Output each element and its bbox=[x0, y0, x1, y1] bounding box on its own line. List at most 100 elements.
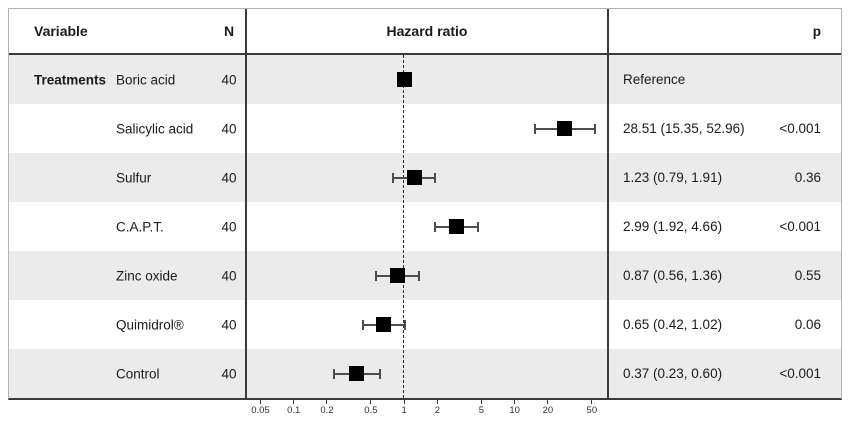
axis-tick bbox=[326, 400, 328, 404]
estimate-text: 1.23 (0.79, 1.91) bbox=[623, 170, 723, 185]
axis-tick-label: 0.05 bbox=[251, 405, 270, 416]
table-row: Zinc oxide 40 0.87 (0.56, 1.36) 0.55 bbox=[9, 251, 841, 300]
p-value: 0.55 bbox=[794, 268, 821, 283]
p-value: <0.001 bbox=[779, 219, 821, 234]
estimate-text: Reference bbox=[623, 72, 686, 87]
n-value: 40 bbox=[221, 219, 237, 234]
header-hazard-ratio: Hazard ratio bbox=[386, 23, 468, 39]
axis-tick bbox=[436, 400, 438, 404]
ci-cap bbox=[375, 270, 378, 281]
ci-cap bbox=[434, 172, 437, 183]
axis-tick bbox=[547, 400, 549, 404]
treatment-label: Quimidrol® bbox=[116, 317, 184, 332]
n-value: 40 bbox=[221, 72, 237, 87]
table-header: Variable N Hazard ratio p bbox=[9, 9, 841, 55]
axis-tick-label: 0.5 bbox=[364, 405, 378, 416]
row-right-cell: Reference bbox=[608, 55, 841, 104]
axis-tick-label: 20 bbox=[542, 405, 554, 416]
header-p: p bbox=[812, 23, 821, 39]
treatment-label: Boric acid bbox=[116, 72, 176, 87]
row-right-cell: 0.65 (0.42, 1.02) 0.06 bbox=[608, 300, 841, 349]
row-left-cell: Zinc oxide 40 bbox=[9, 251, 246, 300]
treatment-label: Salicylic acid bbox=[116, 121, 194, 136]
n-value: 40 bbox=[221, 317, 237, 332]
row-right-cell: 28.51 (15.35, 52.96) <0.001 bbox=[608, 104, 841, 153]
hr-point bbox=[557, 121, 573, 136]
p-value: 0.06 bbox=[794, 317, 821, 332]
treatment-label: C.A.P.T. bbox=[116, 219, 164, 234]
row-left-cell: Treatments Boric acid 40 bbox=[9, 55, 246, 104]
column-divider bbox=[245, 9, 247, 398]
axis-tick bbox=[514, 400, 516, 404]
ci-cap bbox=[434, 221, 437, 232]
header-left-cell: Variable N bbox=[9, 9, 246, 53]
axis-tick bbox=[480, 400, 482, 404]
table-row: Control 40 0.37 (0.23, 0.60) <0.001 bbox=[9, 349, 841, 398]
axis-tick bbox=[403, 400, 405, 404]
n-value: 40 bbox=[221, 268, 237, 283]
axis-tick-label: 1 bbox=[401, 405, 407, 416]
axis-tick bbox=[293, 400, 295, 404]
n-value: 40 bbox=[221, 366, 237, 381]
header-n: N bbox=[223, 23, 235, 39]
header-plot-cell: Hazard ratio bbox=[246, 9, 608, 53]
forest-plot-overlay bbox=[246, 55, 608, 398]
row-left-cell: C.A.P.T. 40 bbox=[9, 202, 246, 251]
row-left-cell: Quimidrol® 40 bbox=[9, 300, 246, 349]
x-axis: 0.05 0.1 0.2 0.5 1 2 5 10 20 50 bbox=[246, 400, 608, 424]
table-body: Treatments Boric acid 40 Reference Salic… bbox=[9, 55, 841, 398]
group-label: Treatments bbox=[34, 72, 107, 87]
estimate-text: 2.99 (1.92, 4.66) bbox=[623, 219, 723, 234]
p-value: 0.36 bbox=[794, 170, 821, 185]
treatment-label: Zinc oxide bbox=[116, 268, 178, 283]
axis-tick bbox=[259, 400, 261, 404]
axis-tick bbox=[591, 400, 593, 404]
hr-point bbox=[406, 170, 422, 185]
ci-cap bbox=[534, 123, 537, 134]
table-row: C.A.P.T. 40 2.99 (1.92, 4.66) <0.001 bbox=[9, 202, 841, 251]
hr-point bbox=[376, 317, 391, 332]
treatment-label: Sulfur bbox=[116, 170, 152, 185]
ci-cap bbox=[404, 319, 407, 330]
hr-point bbox=[348, 366, 364, 381]
row-left-cell: Salicylic acid 40 bbox=[9, 104, 246, 153]
table-row: Salicylic acid 40 28.51 (15.35, 52.96) <… bbox=[9, 104, 841, 153]
header-right-cell: p bbox=[608, 9, 841, 53]
estimate-text: 0.87 (0.56, 1.36) bbox=[623, 268, 723, 283]
hr-point bbox=[389, 268, 405, 283]
axis-tick-label: 50 bbox=[586, 405, 598, 416]
ci-cap bbox=[593, 123, 596, 134]
axis-tick bbox=[370, 400, 372, 404]
row-right-cell: 1.23 (0.79, 1.91) 0.36 bbox=[608, 153, 841, 202]
ci-cap bbox=[378, 368, 381, 379]
axis-tick-label: 0.2 bbox=[320, 405, 334, 416]
hr-point bbox=[396, 72, 412, 87]
row-left-cell: Control 40 bbox=[9, 349, 246, 398]
ci-cap bbox=[332, 368, 335, 379]
ci-cap bbox=[477, 221, 479, 232]
table-row: Quimidrol® 40 0.65 (0.42, 1.02) 0.06 bbox=[9, 300, 841, 349]
hr-point bbox=[449, 219, 465, 234]
estimate-text: 28.51 (15.35, 52.96) bbox=[623, 121, 745, 136]
axis-tick-label: 5 bbox=[478, 405, 485, 416]
p-value: <0.001 bbox=[779, 121, 821, 136]
row-left-cell: Sulfur 40 bbox=[9, 153, 246, 202]
axis-tick-label: 2 bbox=[434, 405, 441, 416]
header-variable: Variable bbox=[34, 23, 88, 39]
estimate-text: 0.37 (0.23, 0.60) bbox=[623, 366, 723, 381]
table-frame: Variable N Hazard ratio p Treatments Bor… bbox=[8, 8, 842, 400]
ci-cap bbox=[417, 270, 420, 281]
axis-tick-label: 10 bbox=[509, 405, 520, 416]
row-right-cell: 0.37 (0.23, 0.60) <0.001 bbox=[608, 349, 841, 398]
treatment-label: Control bbox=[116, 366, 160, 381]
n-value: 40 bbox=[221, 121, 237, 136]
row-right-cell: 2.99 (1.92, 4.66) <0.001 bbox=[608, 202, 841, 251]
column-divider bbox=[607, 9, 609, 398]
axis-tick-label: 0.1 bbox=[287, 405, 301, 416]
reference-line bbox=[403, 55, 405, 398]
p-value: <0.001 bbox=[779, 366, 821, 381]
row-right-cell: 0.87 (0.56, 1.36) 0.55 bbox=[608, 251, 841, 300]
ci-cap bbox=[361, 319, 364, 330]
table-row: Treatments Boric acid 40 Reference bbox=[9, 55, 841, 104]
